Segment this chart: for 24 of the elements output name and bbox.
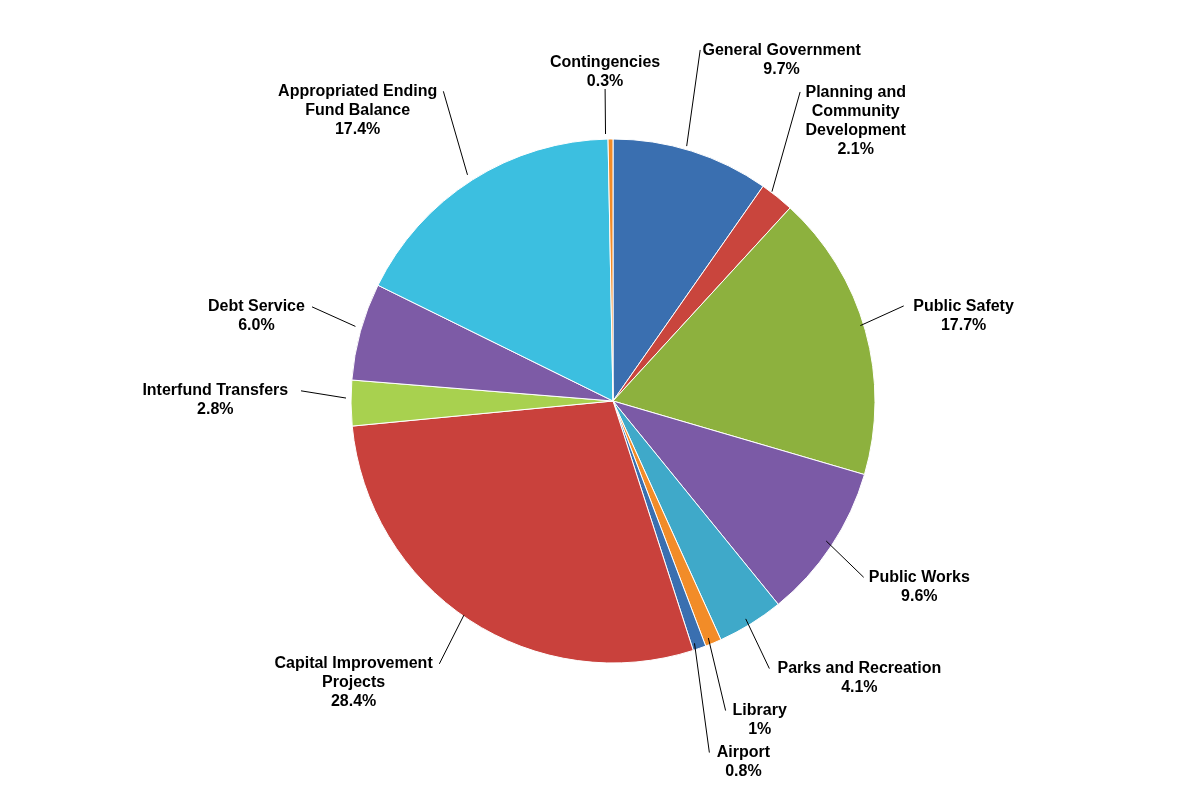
slice-label: Parks and Recreation [777,659,942,677]
slice-label: Contingencies [549,53,661,71]
data-label: 9.7% [763,59,800,77]
data-label: 2.1% [837,139,874,157]
slice-label: General Government [702,40,862,58]
data-label: 28.4% [330,692,377,710]
slice-label: Library [732,701,787,719]
slice-label: Public Works [868,567,970,585]
slice-label: Debt Service [207,297,305,315]
data-label: 2.8% [197,400,234,418]
data-label: 17.4% [334,119,381,137]
slice-label: Interfund Transfers [142,381,289,399]
data-label: 4.1% [841,678,878,696]
data-label: 17.7% [940,315,987,333]
data-label: 9.6% [901,586,938,604]
slice-label: Planning and Community Development [805,82,907,138]
slice-label: Appropriated Ending Fund Balance [278,81,438,118]
data-label: 0.8% [725,762,762,780]
slice-label: Capital Improvement Projects [274,654,434,691]
data-label: 6.0% [238,316,275,334]
data-label: 1% [748,720,772,738]
slice-label: Public Safety [913,296,1014,314]
slice-label: Airport [716,743,771,761]
data-label: 0.3% [586,72,624,90]
